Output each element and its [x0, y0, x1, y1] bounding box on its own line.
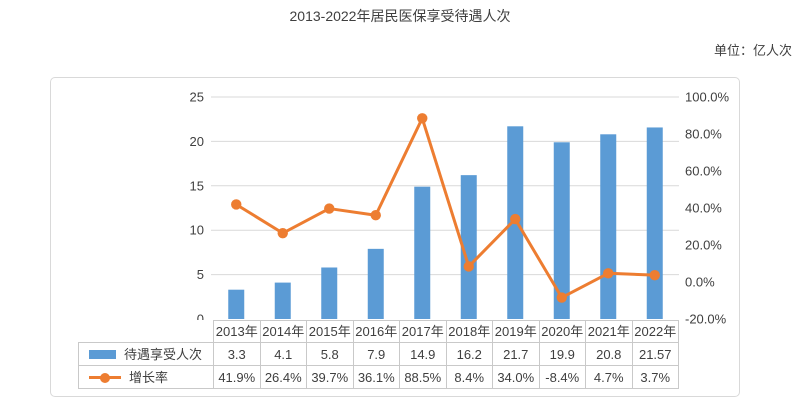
left-axis-tick-label: 0 [197, 312, 204, 327]
right-axis-tick-label: 0.0% [685, 275, 715, 290]
line-marker-2016年 [370, 210, 381, 221]
series-name-label: 待遇享受人次 [124, 347, 203, 363]
line-marker-2019年 [510, 213, 521, 225]
line-marker-2013年 [231, 199, 242, 210]
value-cell: 3.7% [631, 365, 679, 390]
left-axis-tick-label: 10 [190, 223, 204, 238]
bar-2014年 [274, 282, 291, 319]
bar-2018年 [460, 175, 477, 319]
value-cell: 4.7% [585, 365, 633, 390]
unit-label: 单位：亿人次 [713, 43, 792, 58]
right-axis-tick-label: 20.0% [685, 238, 722, 253]
plot-svg: 0 5 10 15 20 25 -20.0% 0.0% 20.0% 40.0% 60.0% 80.0%… [190, 90, 730, 327]
line-legend-swatch [89, 372, 121, 383]
data-table: 2013年 2014年 2015年 2016年 2017年 2018年 2019年 2020年… [78, 320, 679, 390]
bar-legend-swatch [89, 350, 116, 360]
value-cell: 88.5% [399, 365, 447, 390]
value-cell: 3.3 [213, 341, 261, 367]
value-cell: 5.8 [306, 341, 354, 367]
value-cell: 19.9 [538, 341, 586, 367]
legend-cell: 待遇享受人次 [78, 341, 214, 367]
table-row: 待遇享受人次 3.3 4.1 5.8 7.9 14.9 16.2 21.7 19.9 20.8 21… [78, 341, 679, 367]
value-cell: 21.7 [492, 341, 540, 367]
left-axis-tick-label: 15 [190, 178, 204, 193]
bar-2015年 [321, 267, 338, 319]
line-marker-2022年 [649, 269, 660, 281]
table-corner-cell [79, 321, 214, 343]
year-header-cell: 2021年 [585, 320, 633, 343]
bar-2017年 [414, 186, 431, 319]
right-axis-tick-label: 80.0% [685, 127, 722, 142]
bar-2016年 [367, 248, 384, 319]
table-row: 增长率 41.9% 26.4% 39.7% 36.1% 88.5% 8.4% 34.0% -8.… [78, 365, 679, 390]
line-marker-2014年 [277, 227, 288, 239]
bar-2020年 [553, 142, 570, 319]
value-cell: 34.0% [492, 365, 540, 390]
value-cell: 21.57 [631, 341, 679, 367]
bar-2022年 [646, 127, 663, 319]
value-cell: 4.1 [259, 341, 307, 367]
value-cell: -8.4% [538, 365, 586, 390]
page-title: 2013-2022年居民医保享受待遇人次 [289, 8, 511, 24]
value-cell: 14.9 [399, 341, 447, 367]
bar-2021年 [600, 134, 617, 319]
year-header-cell: 2016年 [352, 320, 400, 343]
series-name-label: 增长率 [129, 370, 169, 386]
value-cell: 36.1% [352, 365, 400, 390]
value-cell: 20.8 [585, 341, 633, 367]
year-header-cell: 2018年 [445, 320, 493, 343]
line-marker-2018年 [463, 261, 474, 272]
left-axis-tick-label: 25 [190, 90, 204, 105]
value-cell: 41.9% [213, 365, 261, 390]
chart-frame: 0 5 10 15 20 25 -20.0% 0.0% 20.0% 40.0% 60.0% 80.0%… [50, 77, 740, 397]
line-marker-2017年 [417, 113, 428, 124]
value-cell: 16.2 [445, 341, 493, 367]
line-marker-2021年 [603, 268, 614, 279]
line-legend-dot-icon [100, 372, 110, 383]
right-axis-tick-label: -20.0% [685, 312, 727, 327]
right-axis-tick-label: 40.0% [685, 201, 722, 216]
year-header-cell: 2017年 [399, 320, 447, 343]
year-header-cell: 2022年 [631, 320, 679, 343]
year-header-cell: 2013年 [213, 320, 261, 343]
right-axis-tick-label: 100.0% [685, 90, 730, 105]
left-axis-tick-label: 5 [197, 267, 204, 282]
year-header-cell: 2020年 [538, 320, 586, 343]
right-axis-tick-label: 60.0% [685, 164, 722, 179]
line-marker-2015年 [324, 203, 335, 214]
legend-cell: 增长率 [78, 365, 214, 390]
growth-rate-line [234, 116, 657, 300]
value-cell: 7.9 [352, 341, 400, 367]
table-header-row: 2013年 2014年 2015年 2016年 2017年 2018年 2019年 2020年… [79, 320, 679, 343]
year-header-cell: 2019年 [492, 320, 540, 343]
year-header-cell: 2015年 [306, 320, 354, 343]
value-cell: 39.7% [306, 365, 354, 390]
bar-2013年 [228, 289, 245, 319]
left-axis-tick-label: 20 [190, 134, 204, 149]
value-cell: 26.4% [259, 365, 307, 390]
year-header-cell: 2014年 [259, 320, 307, 343]
line-marker-2020年 [556, 292, 567, 303]
value-cell: 8.4% [445, 365, 493, 390]
